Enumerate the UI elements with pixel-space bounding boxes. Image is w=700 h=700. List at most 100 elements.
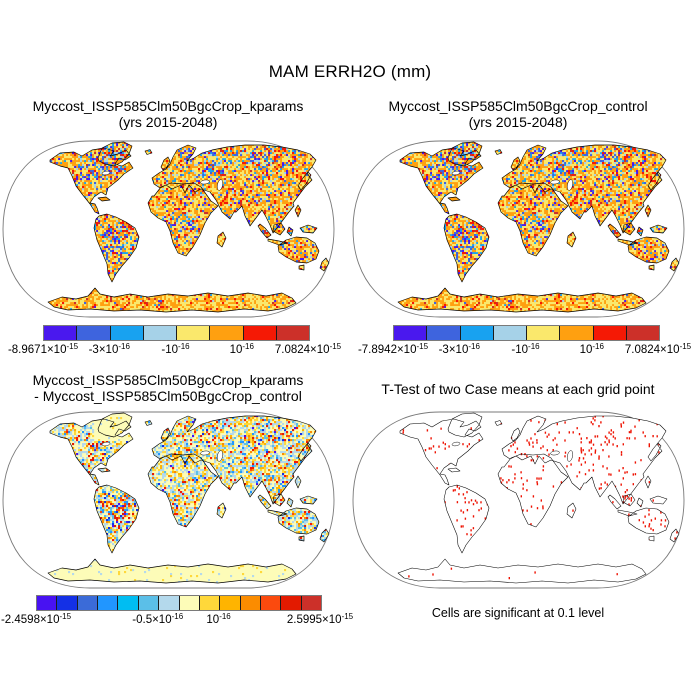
land-noise-layer xyxy=(400,146,665,311)
colorbar-segment xyxy=(426,326,460,340)
land-noise-layer xyxy=(72,415,323,538)
colorbar-segment xyxy=(176,326,210,340)
lake-shape xyxy=(101,441,111,447)
colorbar-tick-label: -2.4598×10-15 xyxy=(0,611,72,627)
panel-title-line1: Myccost_ISSP585Clm50BgcCrop_control xyxy=(388,98,648,114)
coastline-path xyxy=(397,412,680,584)
coastline-path xyxy=(47,141,330,313)
panel-title-line2: (yrs 2015-2048) xyxy=(468,114,568,130)
colorbar-segment xyxy=(259,596,281,610)
colorbar-ticks-kparams: -8.9671×10-15 -3×10-16 -10-16 10-16 7.0824×1… xyxy=(8,341,341,360)
colorbar-segment xyxy=(280,596,301,610)
colorbar-segment xyxy=(109,326,143,340)
coastline-path xyxy=(47,412,330,584)
land-noise-layer xyxy=(58,417,327,542)
colorbar-tick-label: 2.5995×10-15 xyxy=(286,611,354,627)
panel-title-bottom-left: Myccost_ISSP585Clm50BgcCrop_kparams - My… xyxy=(1,372,335,404)
colorbar-tick-label: -10-16 xyxy=(161,341,190,357)
world-map-difference xyxy=(2,411,335,589)
colorbar-segment xyxy=(178,596,199,610)
colorbar-tick-label: -3×10-16 xyxy=(88,341,130,357)
colorbar-tick-label: -10-16 xyxy=(511,341,540,357)
colorbar-segment xyxy=(97,596,118,610)
world-map-ttest xyxy=(352,411,685,589)
map-svg xyxy=(352,140,685,318)
colorbar-segment xyxy=(592,326,626,340)
land-noise-layer xyxy=(400,142,679,312)
panel-title-line2: - Myccost_ISSP585Clm50BgcCrop_control xyxy=(34,388,302,404)
colorbar-ticks-difference: -2.4598×10-15 -0.5×10-16 10-16 2.5995×10-15 xyxy=(1,611,353,630)
panel-title-bottom-right: T-Test of two Case means at each grid po… xyxy=(351,381,685,397)
land-noise-layer xyxy=(66,417,299,534)
lake-shape xyxy=(451,170,461,176)
colorbar-segment xyxy=(275,326,309,340)
colorbar-segment xyxy=(625,326,659,340)
colorbar-tick-label: 10-16 xyxy=(206,611,231,627)
colorbar-difference xyxy=(36,595,322,611)
panel-title-line1: T-Test of two Case means at each grid po… xyxy=(381,381,655,397)
lake-shape xyxy=(216,450,224,462)
colorbar-segment xyxy=(56,596,77,610)
colorbar-tick-label: 10-16 xyxy=(229,341,254,357)
colorbar-segment xyxy=(37,596,57,610)
land-noise-layer xyxy=(52,142,329,312)
panel-title-line1: Myccost_ISSP585Clm50BgcCrop_kparams xyxy=(32,98,304,114)
land-noise-layer xyxy=(408,146,677,303)
map-svg xyxy=(2,140,335,318)
lake-shape xyxy=(200,450,210,456)
colorbar-segment xyxy=(242,326,276,340)
land-noise-layer xyxy=(408,142,673,309)
land-noise-layer xyxy=(50,146,315,311)
panel-title-line2: (yrs 2015-2048) xyxy=(118,114,218,130)
colorbar-control xyxy=(393,325,660,341)
colorbar-segment xyxy=(219,596,240,610)
colorbar-kparams xyxy=(43,325,310,341)
land-noise-layer xyxy=(402,142,679,312)
colorbar-segment xyxy=(137,596,159,610)
land-noise-layer xyxy=(58,142,323,309)
colorbar-segment xyxy=(300,596,322,610)
colorbar-segment xyxy=(198,596,220,610)
colorbar-segment xyxy=(459,326,493,340)
colorbar-tick-label: 7.0824×10-15 xyxy=(274,341,342,357)
land-fill xyxy=(398,413,679,583)
colorbar-segment xyxy=(158,596,179,610)
colorbar-segment xyxy=(209,326,243,340)
colorbar-tick-label: -0.5×10-16 xyxy=(132,611,184,627)
colorbar-segment xyxy=(76,326,110,340)
colorbar-tick-label: -8.9671×10-15 xyxy=(7,341,79,357)
land-noise-layer xyxy=(50,142,329,312)
colorbar-ticks-control: -7.8942×10-15 -3×10-16 -10-16 10-16 7.0824×1… xyxy=(358,341,691,360)
colorbar-tick-label: -7.8942×10-15 xyxy=(357,341,429,357)
panel-title-top-left: Myccost_ISSP585Clm50BgcCrop_kparams (yrs… xyxy=(1,98,335,130)
map-svg xyxy=(2,411,335,589)
panel-title-top-right: Myccost_ISSP585Clm50BgcCrop_control (yrs… xyxy=(351,98,685,130)
colorbar-segment xyxy=(76,596,98,610)
significance-dots-layer xyxy=(402,415,678,580)
colorbar-segment xyxy=(142,326,176,340)
lake-shape xyxy=(550,179,560,185)
lake-shape xyxy=(216,179,224,191)
lake-shape xyxy=(566,179,574,191)
world-map-kparams xyxy=(2,140,335,318)
colorbar-tick-label: 10-16 xyxy=(579,341,604,357)
main-title: MAM ERRH2O (mm) xyxy=(268,62,432,81)
colorbar-segment xyxy=(559,326,593,340)
coastline-path xyxy=(397,141,680,313)
significance-caption: Cells are significant at 0.1 level xyxy=(431,606,605,620)
lake-shape xyxy=(550,450,560,456)
colorbar-segment xyxy=(526,326,560,340)
colorbar-segment xyxy=(394,326,427,340)
lake-shape xyxy=(200,179,210,185)
colorbar-segment xyxy=(117,596,138,610)
land-noise-layer xyxy=(402,146,667,311)
projection-border xyxy=(2,140,335,318)
colorbar-tick-label: -3×10-16 xyxy=(438,341,480,357)
land-noise-layer xyxy=(52,146,317,311)
projection-border xyxy=(352,140,685,318)
projection-border xyxy=(352,411,685,589)
world-map-control xyxy=(352,140,685,318)
lake-shape xyxy=(451,441,461,447)
lake-shape xyxy=(101,170,111,176)
